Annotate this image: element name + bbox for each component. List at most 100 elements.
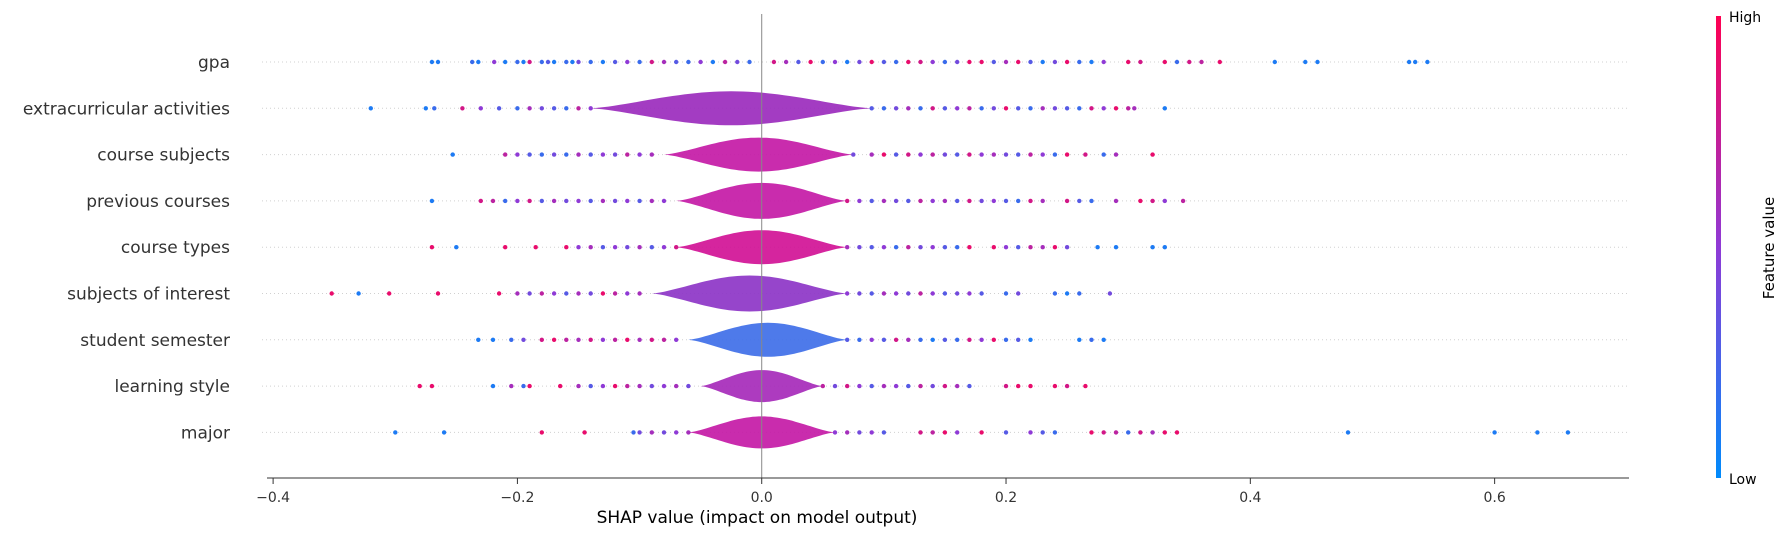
shap-point <box>1052 106 1058 111</box>
shap-point <box>918 152 923 157</box>
shap-point <box>845 430 850 435</box>
shap-point <box>918 198 923 204</box>
shap-point <box>845 383 850 389</box>
shap-point <box>942 291 948 296</box>
shap-point <box>1028 383 1033 389</box>
shap-point <box>503 152 508 157</box>
shap-point <box>930 430 935 435</box>
shap-point <box>930 59 935 65</box>
shap-point <box>851 152 856 157</box>
feature-label: subjects of interest <box>67 285 230 305</box>
shap-point <box>612 198 618 204</box>
shap-point <box>649 337 654 342</box>
shap-point <box>612 245 618 250</box>
feature-row: extracurricular activities <box>23 91 1629 126</box>
shap-point <box>492 59 497 65</box>
shap-point <box>576 59 581 65</box>
shap-point <box>496 291 502 296</box>
shap-point <box>576 106 581 111</box>
shap-point <box>893 198 899 204</box>
x-tick-label: 0.4 <box>1239 490 1261 506</box>
shap-point <box>509 337 514 342</box>
shap-point <box>1113 152 1119 157</box>
shap-point <box>857 291 862 296</box>
shap-point <box>1016 383 1021 389</box>
shap-point <box>1003 245 1009 250</box>
shap-point <box>967 245 972 250</box>
shap-point <box>393 430 398 435</box>
shap-point <box>612 152 618 157</box>
shap-point <box>991 198 996 204</box>
shap-point <box>808 59 813 65</box>
shap-point <box>527 106 532 111</box>
shap-point <box>1016 198 1021 204</box>
shap-point <box>918 430 923 435</box>
shap-point <box>857 383 862 389</box>
shap-point <box>906 106 911 111</box>
shap-point <box>906 337 911 342</box>
shap-point <box>1052 430 1058 435</box>
violin-body <box>688 322 848 357</box>
shap-point <box>1150 198 1155 204</box>
shap-point <box>906 59 911 65</box>
shap-point <box>460 106 465 111</box>
shap-point <box>942 383 948 389</box>
shap-point <box>1064 59 1070 65</box>
shap-point <box>1040 59 1045 65</box>
shap-point <box>955 106 960 111</box>
shap-point <box>612 291 618 296</box>
shap-point <box>967 106 972 111</box>
shap-point <box>1028 337 1033 342</box>
shap-point <box>600 337 606 342</box>
shap-point <box>845 59 850 65</box>
shap-point <box>1089 337 1094 342</box>
shap-point <box>1113 245 1119 250</box>
shap-point <box>869 59 874 65</box>
shap-point <box>1016 106 1021 111</box>
shap-point <box>991 106 996 111</box>
shap-point <box>722 59 728 65</box>
shap-point <box>649 59 654 65</box>
shap-point <box>1016 245 1021 250</box>
shap-point <box>1126 59 1131 65</box>
shap-point <box>576 152 581 157</box>
shap-point <box>1101 337 1106 342</box>
shap-point <box>1064 198 1070 204</box>
shap-point <box>1064 106 1070 111</box>
shap-point <box>539 291 544 296</box>
shap-point <box>1003 383 1009 389</box>
shap-point <box>582 430 587 435</box>
shap-point <box>893 106 899 111</box>
shap-point <box>1113 106 1119 111</box>
shap-point <box>551 59 557 65</box>
shap-point <box>478 198 483 204</box>
shap-point <box>832 383 838 389</box>
shap-point <box>1150 245 1155 250</box>
shap-point <box>967 291 972 296</box>
shap-point <box>881 106 887 111</box>
feature-label: extracurricular activities <box>23 99 230 119</box>
shap-point <box>967 383 972 389</box>
x-tick-label: 0.2 <box>995 490 1017 506</box>
shap-point <box>1180 198 1186 204</box>
shap-point <box>955 245 960 250</box>
shap-point <box>1150 152 1155 157</box>
shap-point <box>551 106 557 111</box>
shap-point <box>612 337 618 342</box>
shap-point <box>490 383 496 389</box>
shap-point <box>1077 291 1082 296</box>
shap-point <box>496 106 502 111</box>
x-axis-title: SHAP value (impact on model output) <box>597 508 918 528</box>
shap-point <box>686 383 691 389</box>
violin-body <box>651 275 848 312</box>
shap-point <box>588 198 593 204</box>
shap-point <box>387 291 392 296</box>
shap-point <box>1174 59 1180 65</box>
shap-point <box>1016 291 1021 296</box>
shap-point <box>1138 430 1143 435</box>
shap-point <box>796 59 801 65</box>
shap-point <box>625 152 630 157</box>
shap-point <box>515 59 520 65</box>
feature-row: subjects of interest <box>67 275 1629 312</box>
